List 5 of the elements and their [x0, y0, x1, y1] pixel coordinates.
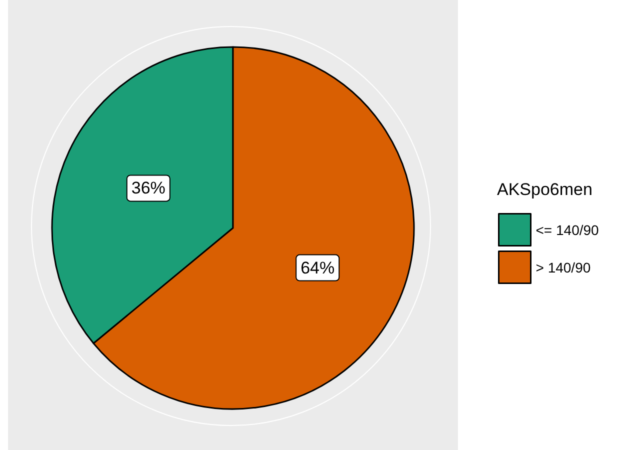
- legend-label: <= 140/90: [536, 222, 600, 238]
- legend-label: > 140/90: [536, 259, 591, 276]
- data-label: 64%: [300, 258, 335, 278]
- legend-title: AKSpo6men: [497, 180, 592, 199]
- data-label: 36%: [131, 178, 166, 198]
